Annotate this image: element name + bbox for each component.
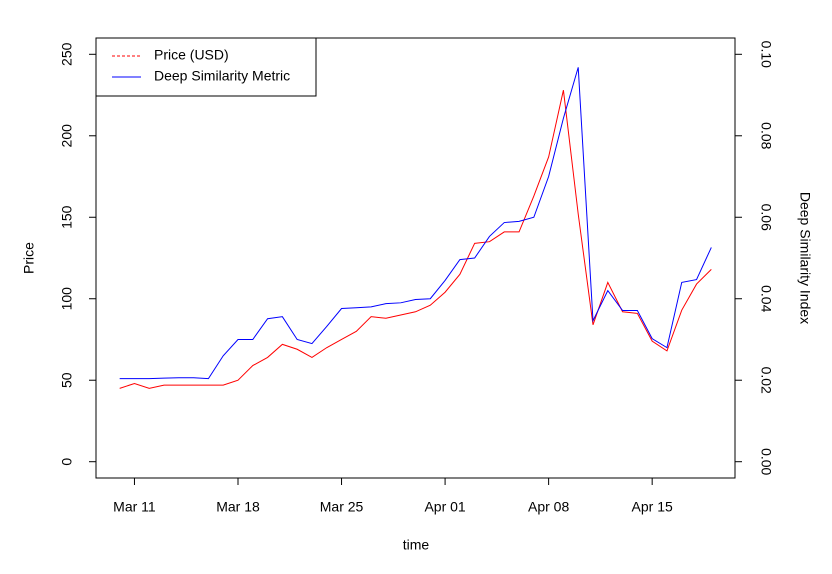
y-tick-label: 0 (59, 458, 75, 466)
y-tick-label: 50 (59, 372, 75, 388)
series-line (119, 67, 712, 380)
x-tick-label: Mar 11 (113, 499, 156, 515)
y2-tick-label: 0.02 (758, 367, 774, 394)
legend-label: Deep Similarity Metric (154, 68, 290, 84)
legend-label: Price (USD) (154, 47, 229, 63)
x-tick-label: Apr 08 (528, 499, 569, 515)
y-axis-label: Price (21, 242, 37, 274)
y-tick-label: 150 (59, 205, 75, 229)
y2-tick-label: 0.10 (758, 41, 774, 68)
y2-tick-label: 0.08 (758, 122, 774, 149)
x-tick-label: Mar 18 (216, 499, 260, 515)
x-tick-label: Apr 15 (632, 499, 673, 515)
y2-axis-label: Deep Similarity Index (797, 192, 813, 324)
y2-tick-label: 0.06 (758, 204, 774, 231)
y-tick-label: 100 (59, 287, 75, 311)
x-axis-label: time (403, 537, 430, 553)
series-line (119, 90, 712, 389)
y-tick-label: 200 (59, 124, 75, 148)
legend-box (95, 37, 317, 97)
x-tick-label: Mar 25 (320, 499, 364, 515)
y-tick-label: 250 (59, 42, 75, 66)
y2-tick-label: 0.00 (758, 448, 774, 475)
plot-box (95, 37, 736, 479)
x-tick-label: Apr 01 (424, 499, 465, 515)
y2-tick-label: 0.04 (758, 285, 774, 312)
